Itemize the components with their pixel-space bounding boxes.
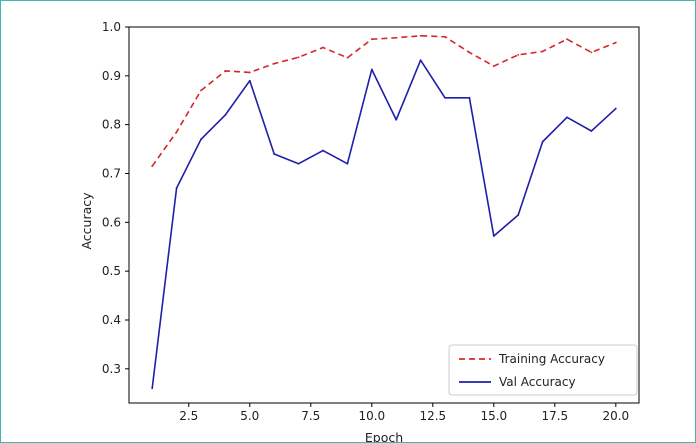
training-accuracy-point (566, 38, 568, 41)
training-accuracy-point (492, 65, 495, 67)
y-axis-label: Accuracy (79, 192, 94, 250)
series-line-val-accuracy (151, 59, 617, 389)
training-accuracy-point (444, 35, 446, 38)
training-accuracy-point (614, 41, 617, 44)
val-accuracy-point (248, 79, 251, 82)
training-accuracy-point (224, 70, 227, 72)
val-accuracy-point (468, 96, 471, 99)
training-accuracy-point (273, 62, 276, 65)
y-tick-label: 1.0 (102, 20, 121, 34)
legend-label-val: Val Accuracy (499, 375, 576, 389)
val-accuracy-point (444, 96, 446, 99)
training-accuracy-point (517, 53, 520, 56)
training-accuracy-point (590, 51, 593, 54)
x-tick-label: 5.0 (240, 409, 259, 423)
y-tick-label: 0.3 (102, 362, 121, 376)
val-accuracy-point (395, 118, 398, 121)
val-accuracy-point (200, 138, 202, 141)
training-accuracy-point (322, 46, 324, 49)
y-tick-label: 0.8 (102, 118, 121, 132)
x-tick-label: 17.5 (541, 409, 568, 423)
val-accuracy-point (346, 162, 349, 165)
y-tick-label: 0.6 (102, 215, 121, 229)
x-tick-label: 7.5 (301, 409, 320, 423)
x-tick-label: 15.0 (480, 409, 507, 423)
training-accuracy-point (248, 71, 251, 74)
x-tick-label: 2.5 (179, 409, 198, 423)
val-accuracy-point (273, 153, 276, 155)
val-accuracy-point (566, 116, 568, 119)
training-accuracy-point (151, 165, 154, 168)
x-tick-label: 12.5 (419, 409, 446, 423)
val-accuracy-point (492, 235, 495, 237)
training-accuracy-point (175, 131, 178, 133)
y-tick-label: 0.5 (102, 264, 121, 278)
training-accuracy-point (297, 56, 300, 59)
x-axis-label: Epoch (365, 430, 403, 442)
y-tick-label: 0.7 (102, 166, 121, 180)
val-accuracy-point (614, 107, 617, 110)
val-accuracy-point (517, 214, 520, 216)
val-accuracy-point (175, 187, 178, 190)
series-line-training-accuracy (151, 34, 617, 167)
val-accuracy-point (419, 59, 422, 62)
training-accuracy-point (395, 36, 398, 39)
training-accuracy-point (468, 51, 471, 54)
val-accuracy-point (224, 113, 227, 116)
y-tick-label: 0.9 (102, 69, 121, 83)
x-tick-label: 10.0 (358, 409, 385, 423)
plot-area-frame (128, 26, 640, 404)
val-accuracy-point (590, 130, 593, 132)
legend-label-training: Training Accuracy (498, 352, 605, 366)
training-accuracy-point (346, 56, 349, 59)
legend: Training Accuracy Val Accuracy (448, 344, 638, 396)
training-accuracy-point (419, 34, 422, 37)
training-accuracy-point (541, 50, 544, 53)
val-accuracy-point (322, 149, 324, 152)
training-accuracy-point (370, 38, 373, 41)
legend-box (448, 344, 638, 396)
val-accuracy-point (541, 140, 544, 143)
y-tick-label: 0.4 (102, 313, 121, 327)
val-accuracy-point (370, 68, 373, 71)
x-tick-label: 20.0 (602, 409, 629, 423)
val-accuracy-point (151, 387, 154, 390)
training-accuracy-point (200, 89, 202, 92)
val-accuracy-point (297, 162, 300, 165)
